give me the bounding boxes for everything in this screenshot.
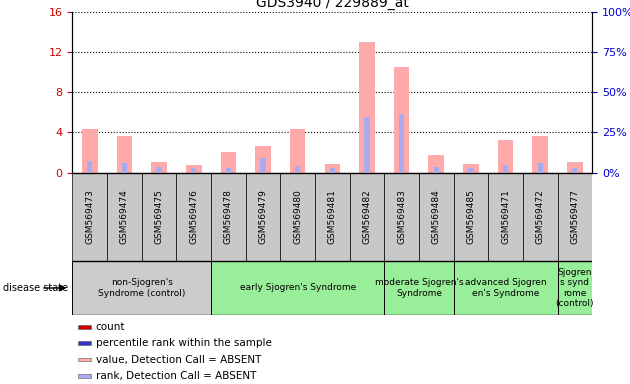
Bar — [454, 261, 558, 315]
Bar — [72, 261, 211, 315]
Bar — [399, 114, 404, 173]
Text: GSM569472: GSM569472 — [536, 190, 545, 244]
Text: GSM569473: GSM569473 — [85, 190, 94, 244]
Title: GDS3940 / 229889_at: GDS3940 / 229889_at — [256, 0, 409, 10]
Text: GSM569481: GSM569481 — [328, 190, 337, 244]
Text: GSM569484: GSM569484 — [432, 190, 441, 244]
Bar — [107, 173, 142, 261]
Bar — [503, 165, 508, 173]
Bar — [142, 173, 176, 261]
Text: rank, Detection Call = ABSENT: rank, Detection Call = ABSENT — [96, 371, 256, 381]
Bar — [186, 165, 202, 173]
Text: GSM569474: GSM569474 — [120, 190, 129, 244]
Text: GSM569477: GSM569477 — [570, 190, 580, 244]
Bar — [77, 374, 91, 377]
Bar — [156, 167, 162, 173]
Bar — [77, 341, 91, 345]
Bar — [537, 163, 543, 173]
Bar — [394, 67, 410, 173]
Bar — [211, 261, 384, 315]
Bar — [384, 261, 454, 315]
Text: value, Detection Call = ABSENT: value, Detection Call = ABSENT — [96, 354, 261, 364]
Bar — [87, 161, 93, 173]
Bar — [498, 139, 513, 173]
Bar — [226, 168, 231, 173]
Bar — [246, 173, 280, 261]
Bar — [364, 118, 370, 173]
Bar — [558, 173, 592, 261]
Bar — [433, 167, 439, 173]
Text: percentile rank within the sample: percentile rank within the sample — [96, 338, 272, 348]
Bar — [122, 163, 127, 173]
Text: count: count — [96, 322, 125, 332]
Text: GSM569485: GSM569485 — [466, 190, 476, 244]
Bar — [384, 173, 419, 261]
Bar — [523, 173, 558, 261]
Bar — [77, 358, 91, 361]
Bar — [329, 168, 335, 173]
Bar — [260, 158, 266, 173]
Bar — [567, 162, 583, 173]
Bar — [295, 166, 301, 173]
Bar — [82, 129, 98, 173]
Bar — [463, 164, 479, 173]
Bar — [315, 173, 350, 261]
Text: GSM569480: GSM569480 — [293, 190, 302, 244]
Bar — [77, 325, 91, 329]
Bar — [280, 173, 315, 261]
Text: moderate Sjogren's
Syndrome: moderate Sjogren's Syndrome — [375, 278, 463, 298]
Bar — [419, 173, 454, 261]
Text: GSM569482: GSM569482 — [362, 190, 372, 244]
Bar — [176, 173, 211, 261]
Text: advanced Sjogren
en's Syndrome: advanced Sjogren en's Syndrome — [465, 278, 546, 298]
Bar — [324, 164, 340, 173]
Bar — [558, 261, 592, 315]
Bar — [454, 173, 488, 261]
Text: disease state: disease state — [3, 283, 68, 293]
Text: GSM569483: GSM569483 — [397, 190, 406, 244]
Bar — [72, 173, 107, 261]
Bar — [220, 152, 236, 173]
Bar — [468, 168, 474, 173]
Text: early Sjogren's Syndrome: early Sjogren's Syndrome — [239, 283, 356, 293]
Text: Sjogren
s synd
rome
(control): Sjogren s synd rome (control) — [556, 268, 594, 308]
Text: GSM569475: GSM569475 — [154, 190, 164, 244]
Text: non-Sjogren's
Syndrome (control): non-Sjogren's Syndrome (control) — [98, 278, 185, 298]
Text: GSM569471: GSM569471 — [501, 190, 510, 244]
Bar — [117, 136, 132, 173]
Bar — [350, 173, 384, 261]
Bar — [572, 168, 578, 173]
Text: GSM569476: GSM569476 — [189, 190, 198, 244]
Bar — [191, 168, 197, 173]
Text: GSM569478: GSM569478 — [224, 190, 233, 244]
Bar — [255, 146, 271, 173]
Bar — [290, 129, 306, 173]
Bar — [532, 136, 548, 173]
Text: GSM569479: GSM569479 — [258, 190, 268, 244]
Bar — [211, 173, 246, 261]
Bar — [488, 173, 523, 261]
Bar — [359, 42, 375, 173]
Bar — [151, 162, 167, 173]
Bar — [428, 155, 444, 173]
